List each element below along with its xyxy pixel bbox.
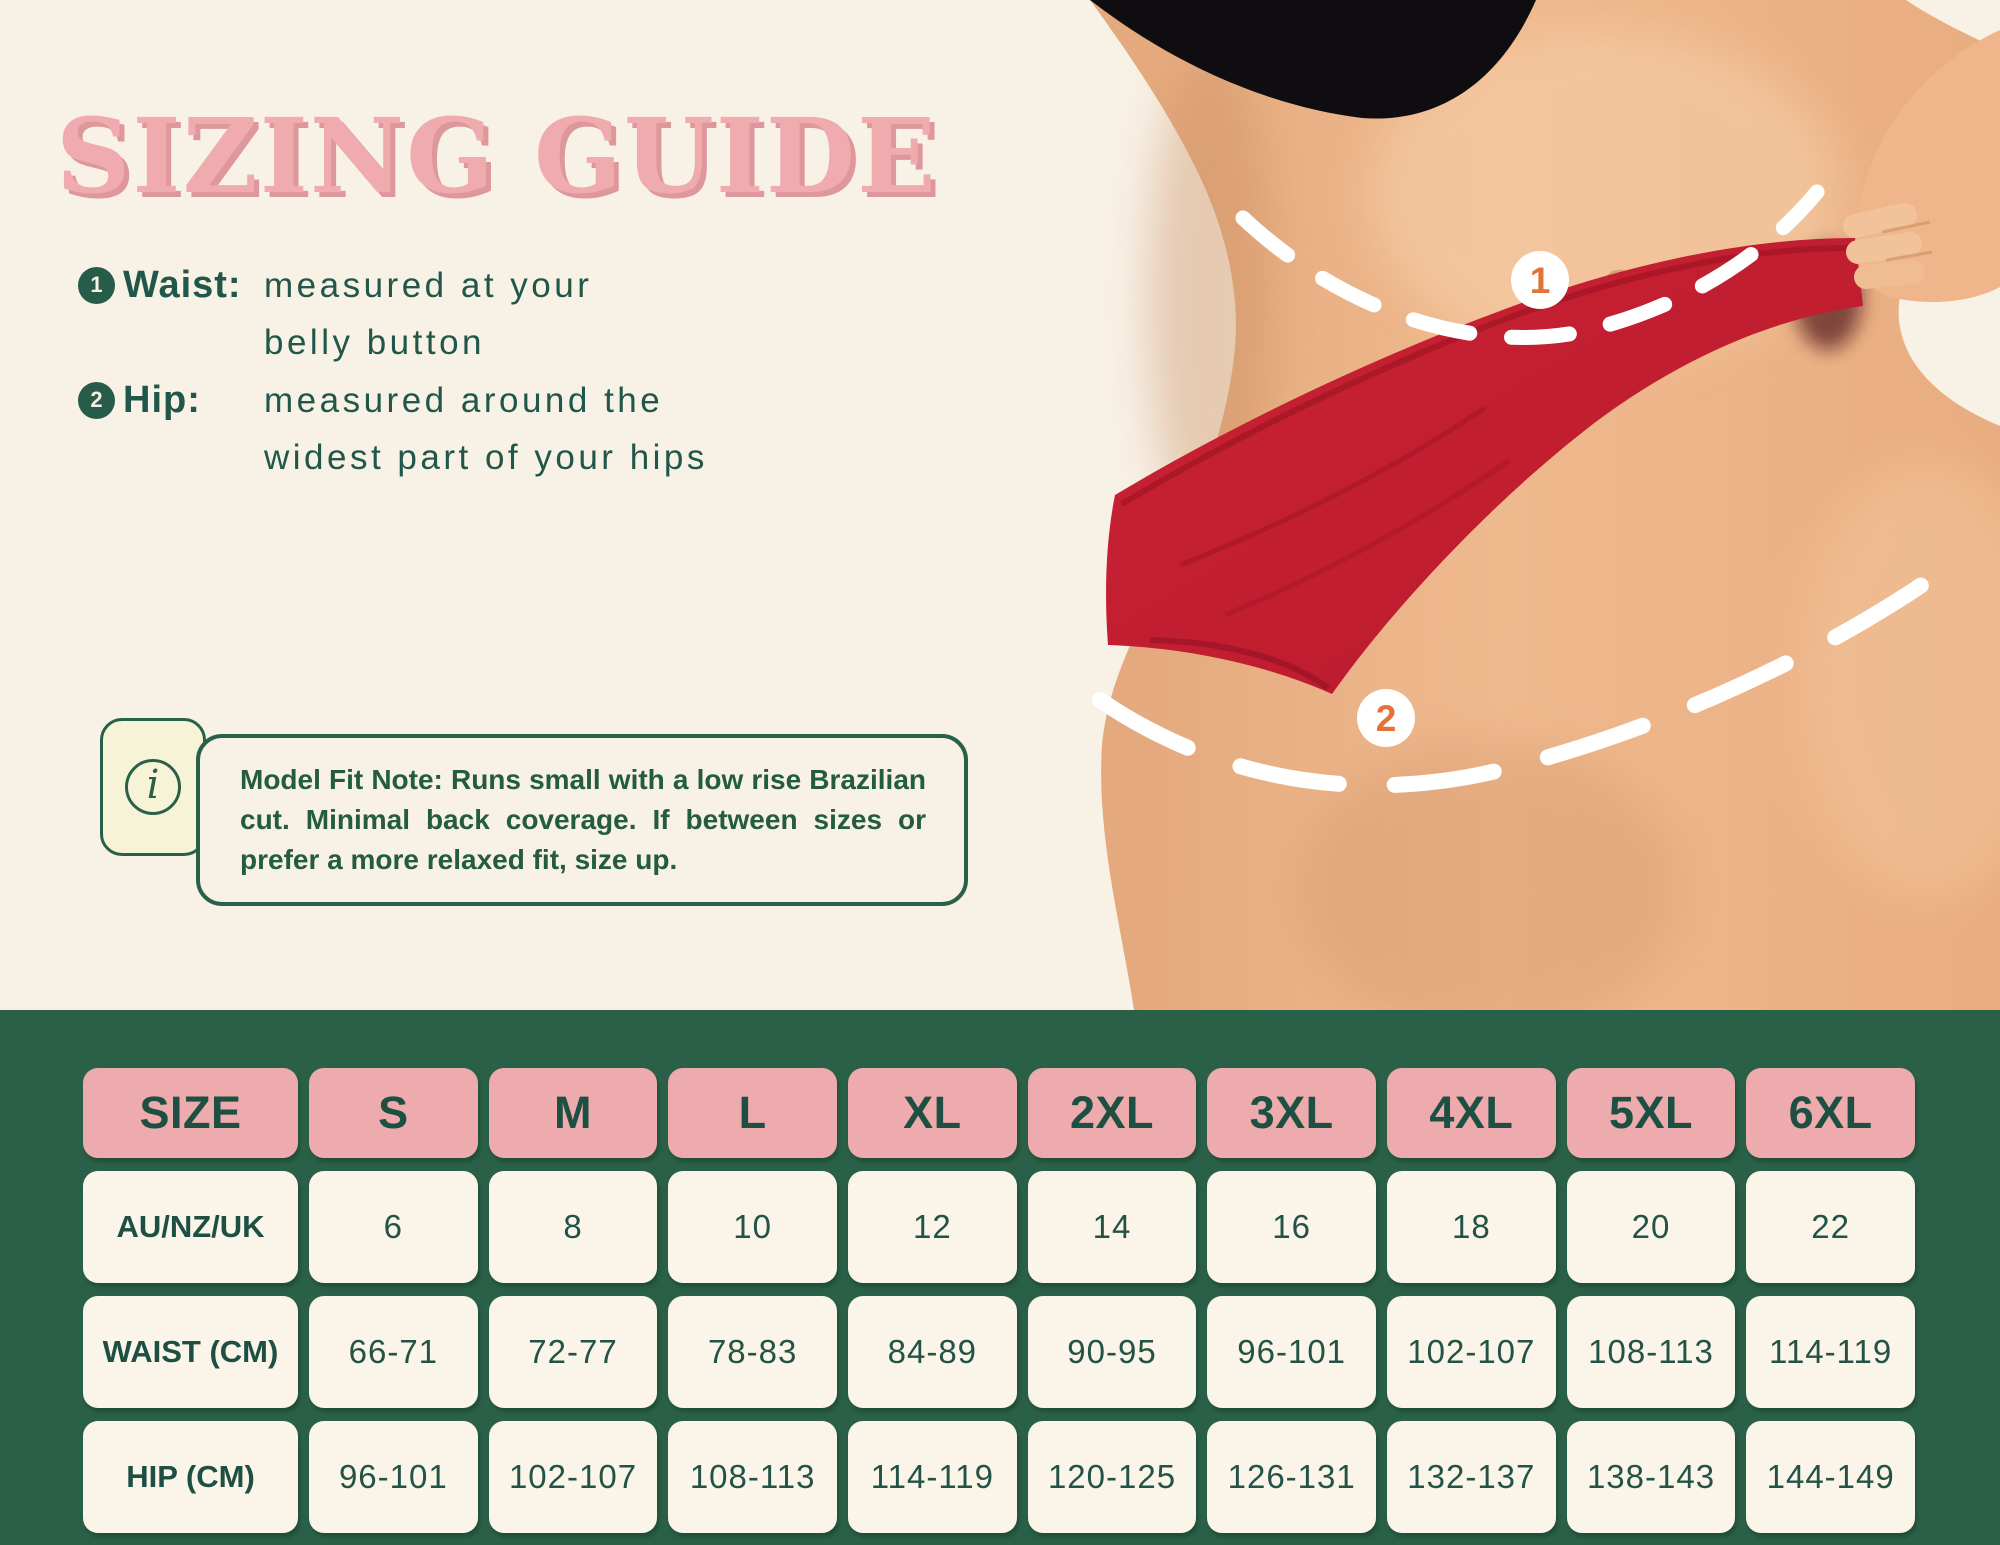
row-label-waist-cm-: WAIST (CM) <box>83 1296 298 1408</box>
value-5xl: 138-143 <box>1566 1421 1736 1533</box>
finger-creases <box>1881 220 1933 262</box>
value-6xl: 114-119 <box>1746 1296 1915 1408</box>
waist-measure-line <box>1235 184 1825 345</box>
waist-marker: 1 <box>1511 251 1569 309</box>
value-2xl: 120-125 <box>1027 1421 1197 1533</box>
value-2xl: 90-95 <box>1027 1296 1197 1408</box>
value-s: 66-71 <box>309 1296 478 1408</box>
value-xl: 84-89 <box>848 1296 1017 1408</box>
size-table: SIZE S M L XL 2XL 3XL 4XL 5XL 6XL AU/NZ/UK 6 8 10 12 14… <box>83 1068 1915 1533</box>
row-label-hip-cm-: HIP (CM) <box>83 1421 298 1533</box>
size-table-header-l: L <box>668 1068 837 1158</box>
fabric-fold-1 <box>1179 405 1487 568</box>
hip-description: measured around the widest part of your … <box>264 381 708 477</box>
value-5xl: 108-113 <box>1566 1296 1736 1408</box>
value-m: 8 <box>488 1171 658 1283</box>
size-table-header-2xl: 2XL <box>1027 1068 1197 1158</box>
value-3xl: 96-101 <box>1207 1296 1376 1408</box>
value-l: 10 <box>668 1171 837 1283</box>
size-table-header-size: SIZE <box>83 1068 298 1158</box>
value-l: 78-83 <box>668 1296 837 1408</box>
size-table-header-3xl: 3XL <box>1207 1068 1376 1158</box>
size-table-header-4xl: 4XL <box>1387 1068 1556 1158</box>
value-xl: 114-119 <box>848 1421 1017 1533</box>
value-s: 6 <box>309 1171 478 1283</box>
hip-highlight <box>1800 460 2000 900</box>
info-icon: i <box>100 718 206 856</box>
size-table-header-5xl: 5XL <box>1566 1068 1736 1158</box>
value-4xl: 18 <box>1387 1171 1556 1283</box>
model-fit-note: Model Fit Note: Runs small with a low ri… <box>196 734 968 906</box>
waist-instruction: 1 Waist: measured at your belly button <box>78 256 708 371</box>
measurement-instructions: 1 Waist: measured at your belly button 2… <box>78 256 708 486</box>
size-chart-section: SIZE S M L XL 2XL 3XL 4XL 5XL 6XL AU/NZ/UK 6 8 10 12 14… <box>0 1010 2000 1545</box>
row-label-au-nz-uk: AU/NZ/UK <box>83 1171 298 1283</box>
value-6xl: 144-149 <box>1746 1421 1915 1533</box>
background-notch-top <box>1906 0 2000 50</box>
size-table-header-s: S <box>309 1068 478 1158</box>
size-table-header-6xl: 6XL <box>1746 1068 1915 1158</box>
info-icon-glyph: i <box>125 759 181 815</box>
model-arm <box>1855 30 2000 303</box>
finger-2 <box>1846 232 1922 264</box>
value-5xl: 20 <box>1566 1171 1736 1283</box>
value-s: 96-101 <box>309 1421 478 1533</box>
model-fit-note-text: Model Fit Note: Runs small with a low ri… <box>240 764 926 875</box>
value-2xl: 14 <box>1027 1171 1197 1283</box>
step-2-badge: 2 <box>78 381 115 419</box>
waist-description: measured at your belly button <box>264 266 593 362</box>
value-3xl: 16 <box>1207 1171 1376 1283</box>
waist-label: Waist: <box>123 263 242 306</box>
value-3xl: 126-131 <box>1207 1421 1376 1533</box>
hip-marker-number: 2 <box>1376 698 1397 739</box>
page-title: SIZING GUIDE <box>56 96 938 217</box>
thigh-shadow <box>1300 740 1680 1010</box>
step-1-badge: 1 <box>78 266 115 304</box>
value-l: 108-113 <box>668 1421 837 1533</box>
value-6xl: 22 <box>1746 1171 1915 1283</box>
value-m: 72-77 <box>488 1296 658 1408</box>
hip-marker: 2 <box>1357 689 1415 747</box>
finger-1 <box>1843 203 1917 238</box>
value-xl: 12 <box>848 1171 1017 1283</box>
value-4xl: 102-107 <box>1387 1296 1556 1408</box>
hip-instruction: 2 Hip: measured around the widest part o… <box>78 371 708 486</box>
waist-marker-number: 1 <box>1530 260 1551 301</box>
hip-label: Hip: <box>123 378 201 421</box>
hip-measure-line <box>1092 550 1968 794</box>
value-m: 102-107 <box>488 1421 658 1533</box>
black-top <box>1090 0 1536 119</box>
leg-opening-seam <box>1149 637 1330 691</box>
value-4xl: 132-137 <box>1387 1421 1556 1533</box>
back-shadow <box>1148 50 1272 550</box>
finger-3 <box>1854 260 1925 289</box>
size-table-header-m: M <box>488 1068 658 1158</box>
model-photo: 1 2 <box>1090 0 2000 1010</box>
fabric-fold-2 <box>1224 457 1512 618</box>
size-table-header-xl: XL <box>848 1068 1017 1158</box>
red-underwear <box>1106 238 1863 694</box>
